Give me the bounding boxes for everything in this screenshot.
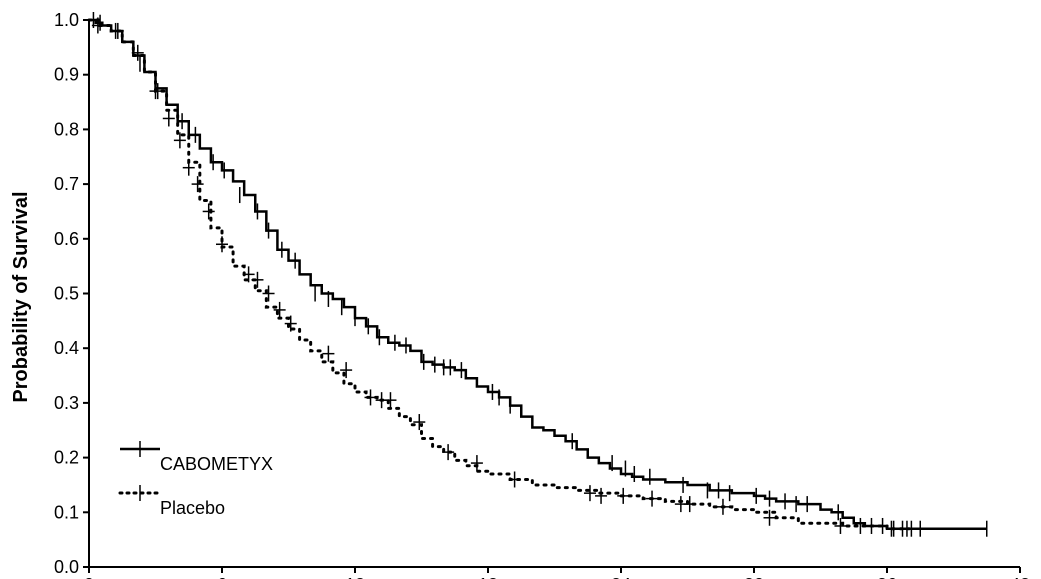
x-tick-label-7: 42 (1010, 575, 1030, 579)
y-tick-label-4: 0.4 (54, 338, 79, 358)
legend-item-cabometyx: CABOMETYX (120, 441, 273, 474)
series-line-placebo (87, 18, 911, 531)
legend-label-placebo: Placebo (160, 498, 225, 518)
x-tick-label-4: 24 (611, 575, 631, 579)
y-tick-label-8: 0.8 (54, 119, 79, 139)
y-tick-label-10: 1.0 (54, 10, 79, 30)
legend-label-cabometyx: CABOMETYX (160, 454, 273, 474)
x-tick-label-1: 6 (217, 575, 227, 579)
series-line-cabometyx (89, 18, 987, 530)
y-axis-title: Probability of Survival (10, 191, 32, 402)
y-tick-label-2: 0.2 (54, 448, 79, 468)
legend-item-placebo: Placebo (118, 485, 225, 518)
y-tick-label-9: 0.9 (54, 65, 79, 85)
y-tick-label-6: 0.6 (54, 229, 79, 249)
x-ticks: 0 6 12 18 24 30 36 42 (84, 567, 1030, 579)
legend: CABOMETYX Placebo (118, 441, 273, 518)
x-tick-label-5: 30 (744, 575, 764, 579)
y-ticks: 0.0 0.1 0.2 0.3 0.4 0.5 0.6 0.7 0.8 0.9 1.0 (54, 10, 89, 577)
y-tick-label-5: 0.5 (54, 284, 79, 304)
x-tick-label-6: 36 (877, 575, 897, 579)
y-tick-label-7: 0.7 (54, 174, 79, 194)
y-tick-label-1: 0.1 (54, 502, 79, 522)
y-tick-label-0: 0.0 (54, 557, 79, 577)
x-tick-label-0: 0 (84, 575, 94, 579)
y-tick-label-3: 0.3 (54, 393, 79, 413)
plot-area (87, 12, 988, 537)
x-tick-label-2: 12 (345, 575, 365, 579)
x-tick-label-3: 18 (478, 575, 498, 579)
